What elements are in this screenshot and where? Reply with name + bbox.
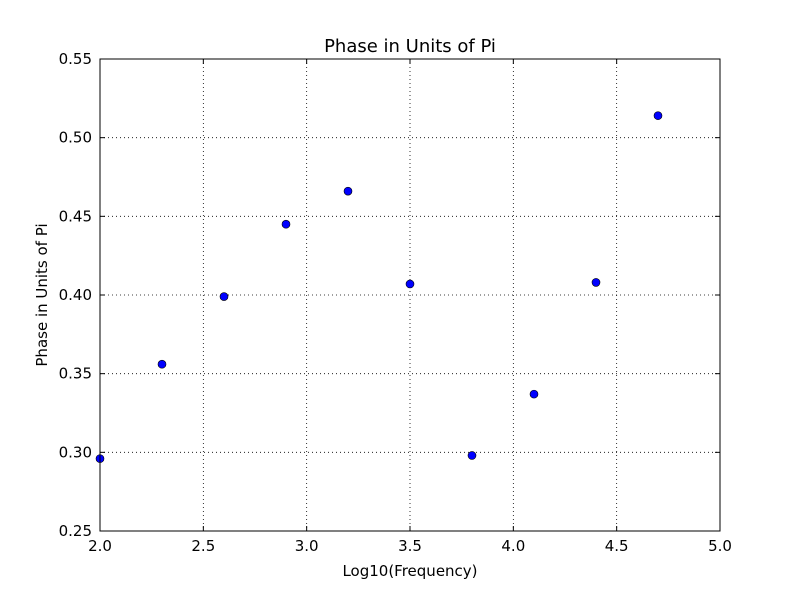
plot-frame	[99, 58, 721, 532]
y-tick-label: 0.40	[59, 286, 92, 304]
data-point	[529, 389, 539, 399]
x-tick-label: 4.5	[605, 537, 629, 555]
data-point	[219, 292, 229, 301]
data-point	[343, 186, 353, 196]
chart-title: Phase in Units of Pi	[324, 36, 496, 57]
x-tick-label: 3.5	[398, 537, 422, 555]
y-tick-label: 0.45	[59, 207, 92, 225]
data-point	[653, 111, 663, 120]
x-tick-label: 4.0	[501, 537, 525, 555]
y-tick-label: 0.30	[59, 443, 92, 461]
y-tick-labels: 0.25 0.30 0.35 0.40 0.45 0.50 0.55	[59, 50, 92, 540]
x-tick-label: 5.0	[708, 537, 732, 555]
data-point	[467, 451, 477, 460]
x-tick-label: 2.5	[191, 537, 215, 555]
x-tick-label: 2.0	[88, 537, 112, 555]
data-point	[281, 219, 291, 229]
data-point	[591, 278, 601, 287]
y-tick-label: 0.35	[59, 365, 92, 383]
y-axis-title: Phase in Units of Pi	[33, 223, 51, 366]
grid-lines	[100, 59, 720, 531]
x-tick-label: 3.0	[295, 537, 319, 555]
data-points	[95, 111, 663, 463]
data-point	[157, 359, 167, 369]
y-tick-label: 0.25	[59, 522, 92, 540]
y-tick-label: 0.55	[59, 50, 92, 68]
x-tick-labels: 2.0 2.5 3.0 3.5 4.0 4.5 5.0	[88, 537, 732, 555]
x-axis-title: Log10(Frequency)	[342, 562, 477, 580]
y-tick-label: 0.50	[59, 129, 92, 147]
data-point	[405, 279, 415, 289]
